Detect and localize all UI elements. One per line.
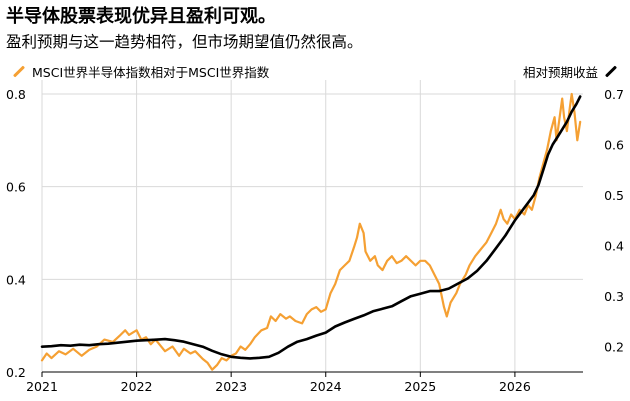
- x-tick-label: 2024: [310, 379, 342, 394]
- x-tick-label: 2026: [499, 379, 531, 394]
- legend-left: MSCI世界半导体指数相对于MSCI世界指数: [6, 62, 269, 81]
- x-tick-label: 2023: [215, 379, 247, 394]
- series-line-relative-earnings: [40, 95, 582, 360]
- y-left-tick-label: 0.2: [6, 365, 26, 380]
- y-right-tick-label: 0.6: [604, 138, 624, 153]
- legend-label-relative-earnings: 相对预期收益: [522, 65, 598, 80]
- y-right-tick-label: 0.7: [604, 87, 624, 102]
- x-tick-label: 2021: [26, 379, 58, 394]
- y-right-tick-label: 0.5: [604, 188, 624, 203]
- x-tick-label: 2022: [121, 379, 153, 394]
- y-right-tick-label: 0.2: [604, 340, 624, 355]
- chart-title: 半导体股票表现优异且盈利可观。: [6, 6, 276, 27]
- series-line-semiconductor: [40, 92, 582, 371]
- x-tick-label: 2025: [404, 379, 436, 394]
- legend-label-semiconductor: MSCI世界半导体指数相对于MSCI世界指数: [32, 65, 270, 80]
- y-right-tick-label: 0.4: [604, 239, 624, 254]
- legend-right: 相对预期收益: [523, 62, 624, 81]
- y-left-tick-label: 0.4: [6, 272, 26, 287]
- y-left-tick-label: 0.8: [6, 87, 26, 102]
- y-right-tick-label: 0.3: [604, 289, 624, 304]
- chart-subtitle: 盈利预期与这一趋势相符，但市场期望值仍然很高。: [6, 33, 363, 51]
- y-left-tick-label: 0.6: [6, 180, 26, 195]
